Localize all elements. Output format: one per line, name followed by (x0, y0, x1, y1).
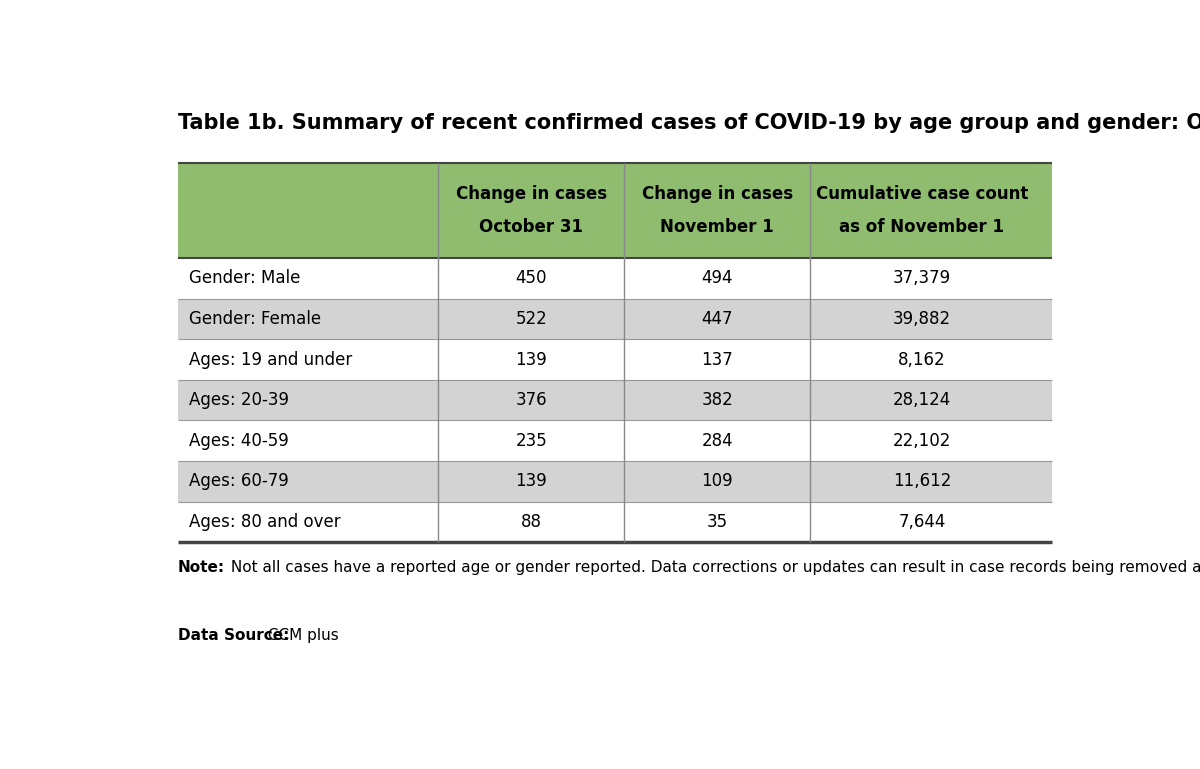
Text: 37,379: 37,379 (893, 269, 950, 288)
Text: Ages: 19 and under: Ages: 19 and under (190, 351, 353, 368)
Text: Change in cases: Change in cases (642, 185, 793, 203)
Text: 35: 35 (707, 513, 728, 531)
Text: 109: 109 (702, 472, 733, 491)
Text: 11,612: 11,612 (893, 472, 952, 491)
Text: Note:: Note: (178, 560, 226, 575)
Bar (178, 421, 1052, 461)
Bar (178, 258, 1052, 298)
Bar (178, 298, 1052, 339)
Text: Table 1b. Summary of recent confirmed cases of COVID-19 by age group and gender:: Table 1b. Summary of recent confirmed ca… (178, 113, 1200, 133)
Text: 376: 376 (516, 391, 547, 409)
Text: 447: 447 (702, 310, 733, 328)
Text: 522: 522 (516, 310, 547, 328)
Text: 139: 139 (516, 351, 547, 368)
Text: 88: 88 (521, 513, 542, 531)
Text: Ages: 40-59: Ages: 40-59 (190, 431, 289, 450)
Text: Ages: 20-39: Ages: 20-39 (190, 391, 289, 409)
Text: Cumulative case count: Cumulative case count (816, 185, 1028, 203)
Text: 284: 284 (702, 431, 733, 450)
Text: 22,102: 22,102 (893, 431, 952, 450)
Bar (178, 339, 1052, 380)
Text: 39,882: 39,882 (893, 310, 950, 328)
Text: CCM plus: CCM plus (264, 628, 340, 643)
Bar (178, 163, 1052, 258)
Text: November 1: November 1 (660, 218, 774, 236)
Bar (178, 501, 1052, 542)
Text: as of November 1: as of November 1 (840, 218, 1004, 236)
Text: 235: 235 (516, 431, 547, 450)
Text: Change in cases: Change in cases (456, 185, 607, 203)
Text: 28,124: 28,124 (893, 391, 952, 409)
Text: October 31: October 31 (479, 218, 583, 236)
Text: 139: 139 (516, 472, 547, 491)
Text: 494: 494 (702, 269, 733, 288)
Text: Not all cases have a reported age or gender reported. Data corrections or update: Not all cases have a reported age or gen… (227, 560, 1200, 575)
Bar (178, 380, 1052, 421)
Text: Gender: Male: Gender: Male (190, 269, 300, 288)
Text: 7,644: 7,644 (899, 513, 946, 531)
Text: Ages: 60-79: Ages: 60-79 (190, 472, 289, 491)
Text: 450: 450 (516, 269, 547, 288)
Text: 382: 382 (702, 391, 733, 409)
Text: 137: 137 (702, 351, 733, 368)
Text: Ages: 80 and over: Ages: 80 and over (190, 513, 341, 531)
Text: 8,162: 8,162 (898, 351, 946, 368)
Text: Gender: Female: Gender: Female (190, 310, 322, 328)
Bar (178, 461, 1052, 501)
Text: Data Source:: Data Source: (178, 628, 289, 643)
